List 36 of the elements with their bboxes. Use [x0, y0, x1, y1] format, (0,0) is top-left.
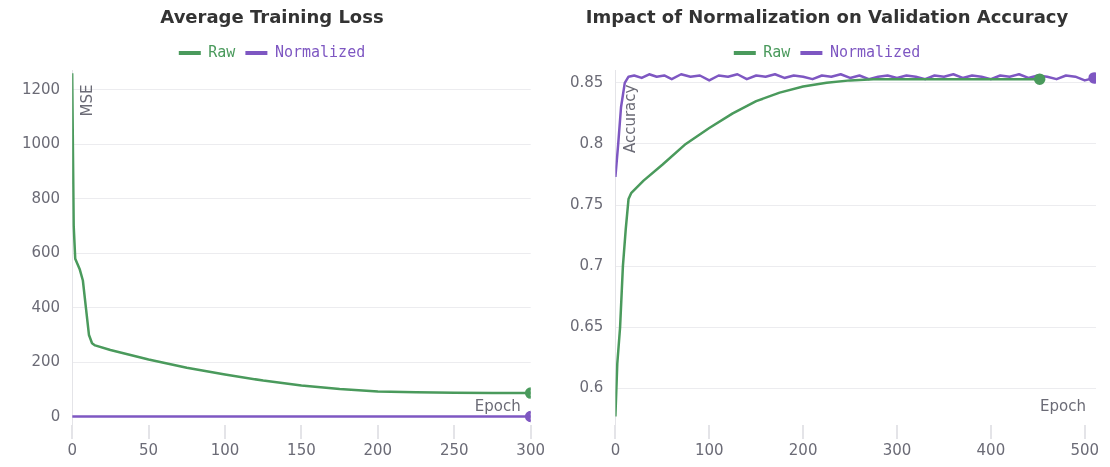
y-axis-title: Accuracy: [621, 84, 640, 154]
y-tick-label: 0.75: [569, 194, 604, 213]
legend-label: Normalized: [829, 42, 921, 61]
x-tick-label: 500: [1070, 440, 1100, 459]
y-tick-label: 400: [31, 297, 61, 316]
x-tick-label: 200: [363, 440, 393, 459]
y-tick-label: 1200: [21, 79, 61, 98]
y-tick-label: 0.8: [579, 133, 604, 152]
y-tick-label: 800: [31, 188, 61, 207]
y-tick-label: 0: [50, 406, 61, 425]
x-tick-label: 100: [694, 440, 724, 459]
y-tick-label: 600: [31, 243, 61, 262]
y-axis-title: MSE: [78, 84, 97, 117]
y-tick-label: 0.85: [569, 72, 604, 91]
y-tick-label: 1000: [21, 134, 61, 153]
x-axis-title: Epoch: [474, 397, 521, 416]
x-tick-label: 150: [287, 440, 316, 459]
chart-title: Average Training Loss: [160, 6, 384, 28]
y-tick-label: 0.7: [579, 256, 604, 275]
legend-label: Raw: [208, 42, 237, 61]
x-tick-label: 50: [139, 440, 159, 459]
x-tick-label: 300: [516, 440, 546, 459]
x-tick-label: 0: [67, 440, 77, 459]
legend-label: Normalized: [274, 42, 366, 61]
legend-label: Raw: [763, 42, 792, 61]
x-tick-label: 100: [210, 440, 240, 459]
x-axis-title: Epoch: [1040, 397, 1086, 416]
x-tick-label: 300: [882, 440, 912, 459]
x-tick-label: 200: [788, 440, 818, 459]
y-tick-label: 0.6: [579, 378, 604, 397]
x-tick-label: 250: [439, 440, 469, 459]
x-tick-label: 0: [610, 440, 621, 459]
y-tick-label: 0.65: [569, 317, 604, 336]
y-tick-label: 200: [31, 352, 61, 371]
x-tick-label: 400: [976, 440, 1006, 459]
chart-title: Impact of Normalization on Validation Accuracy: [585, 6, 1069, 28]
